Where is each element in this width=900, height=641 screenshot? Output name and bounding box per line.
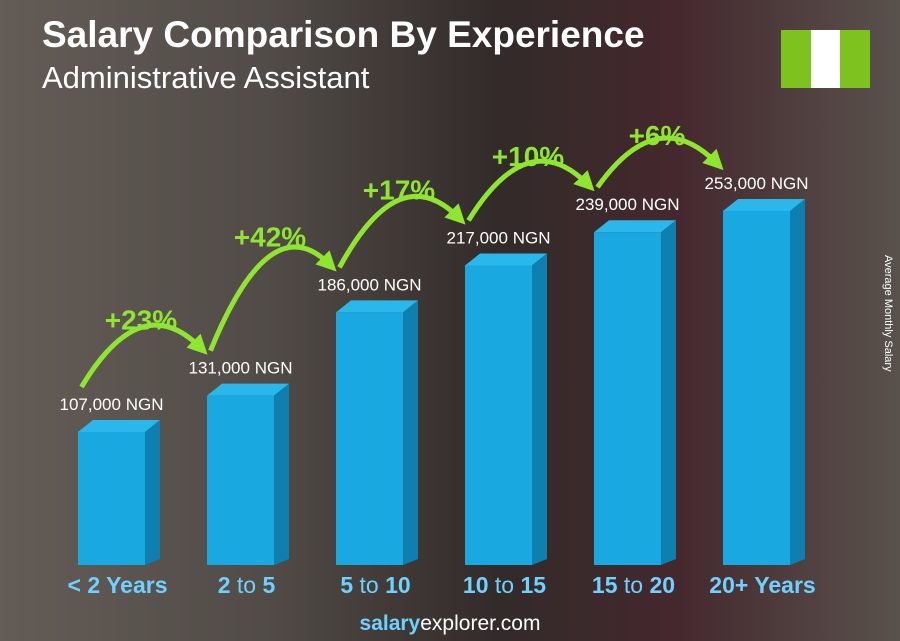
value-label: 253,000 NGN [705,174,809,193]
brand-bold: salary [359,612,421,635]
flag-stripe [781,30,811,88]
growth-arrow [595,135,724,189]
flag-stripe [810,30,841,88]
category-label: 5 to 10 [340,572,410,598]
growth-label: +17% [363,174,435,205]
nigeria-flag [781,30,871,88]
bar-side [274,383,289,565]
bar-side [403,300,418,565]
growth-arrow [337,193,466,269]
bar-top [207,383,289,396]
category-label: 10 to 15 [463,572,546,598]
bar [723,211,790,565]
category-label: 2 to 5 [218,572,276,598]
value-label: 239,000 NGN [576,195,680,214]
category-label: 15 to 20 [592,572,675,598]
bar-side [661,220,676,566]
bar-side [145,420,160,565]
value-label: 217,000 NGN [447,228,551,247]
growth-label: +42% [234,221,306,252]
growth-arrow [208,244,337,352]
bar [207,395,274,565]
value-label: 131,000 NGN [189,359,293,378]
growth-arrow [466,158,595,222]
value-label: 107,000 NGN [60,395,164,414]
footer-brand: salaryexplorer.com [0,612,900,636]
bar-top [465,253,547,266]
chart-title: Salary Comparison By Experience [42,14,645,55]
brand-rest: explorer.com [420,612,541,635]
growth-arrow [79,322,208,389]
bar-top [723,199,805,211]
bar-top [78,420,160,432]
bar-side [790,199,805,565]
category-label: < 2 Years [68,572,168,598]
growth-label: +10% [492,141,564,172]
bar [594,232,661,566]
bar-top [336,300,418,313]
growth-label: +6% [629,120,686,151]
bar [465,265,532,565]
bar-top [594,220,676,233]
category-label: 20+ Years [709,572,815,598]
bar-side [532,253,547,565]
bar [78,432,145,565]
value-label: 186,000 NGN [318,275,422,294]
growth-label: +23% [105,305,177,336]
flag-stripe [840,30,871,88]
y-axis-label: Average Monthly Salary [882,255,894,372]
chart-subtitle: Administrative Assistant [42,60,370,95]
bar [336,312,403,565]
